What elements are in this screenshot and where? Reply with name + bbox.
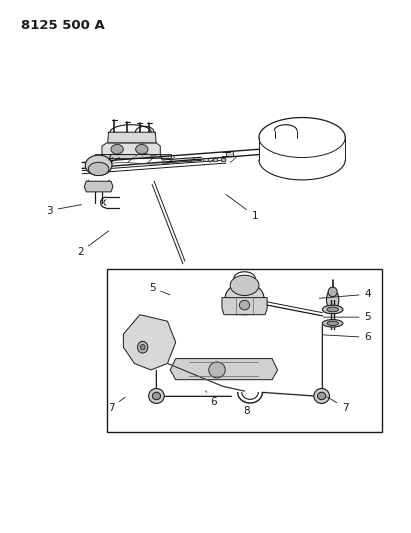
- Text: 6: 6: [206, 391, 217, 407]
- Polygon shape: [108, 132, 156, 143]
- Polygon shape: [123, 314, 176, 370]
- Ellipse shape: [111, 144, 123, 154]
- Ellipse shape: [136, 144, 148, 154]
- Polygon shape: [170, 359, 277, 379]
- Text: 5: 5: [323, 312, 371, 322]
- Polygon shape: [102, 143, 160, 155]
- Ellipse shape: [209, 362, 225, 378]
- Ellipse shape: [152, 392, 161, 400]
- Ellipse shape: [230, 275, 259, 295]
- Text: 5: 5: [149, 283, 170, 295]
- Bar: [203, 158, 208, 161]
- Ellipse shape: [149, 389, 164, 403]
- Ellipse shape: [88, 162, 109, 176]
- Ellipse shape: [138, 341, 148, 353]
- Bar: [213, 158, 217, 161]
- Ellipse shape: [225, 282, 264, 314]
- Ellipse shape: [85, 155, 112, 175]
- Text: 7: 7: [108, 397, 125, 413]
- Ellipse shape: [318, 392, 326, 400]
- Bar: [221, 158, 225, 161]
- Ellipse shape: [327, 321, 338, 326]
- Polygon shape: [222, 297, 267, 314]
- Ellipse shape: [314, 389, 330, 403]
- Ellipse shape: [322, 305, 343, 314]
- Polygon shape: [84, 181, 113, 192]
- Bar: [226, 151, 233, 156]
- Ellipse shape: [327, 307, 338, 312]
- Ellipse shape: [239, 300, 249, 310]
- Ellipse shape: [326, 289, 339, 311]
- Text: 6: 6: [323, 333, 371, 342]
- Text: 3: 3: [46, 205, 81, 215]
- Bar: [107, 269, 382, 432]
- Ellipse shape: [140, 344, 145, 350]
- Ellipse shape: [328, 287, 337, 297]
- Text: 7: 7: [327, 397, 349, 413]
- Text: 8: 8: [243, 401, 250, 416]
- Text: 1: 1: [226, 195, 258, 221]
- Text: 4: 4: [319, 289, 371, 299]
- Text: 2: 2: [77, 231, 109, 257]
- Ellipse shape: [322, 320, 343, 327]
- Text: 8125 500 A: 8125 500 A: [21, 19, 104, 31]
- Polygon shape: [95, 154, 171, 158]
